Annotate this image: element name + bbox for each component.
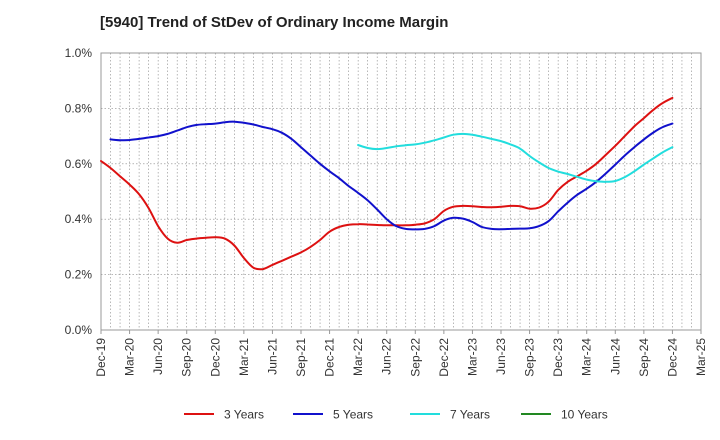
x-tick-label: Sep-24 [637, 338, 651, 377]
x-tick-label: Mar-23 [465, 338, 479, 376]
y-tick-label: 0.2% [65, 268, 93, 282]
axis-layer: 0.0% 0.2% 0.4% 0.6% 0.8% 1.0% Dec-19 Mar-20 Jun-… [65, 46, 708, 377]
y-tick-label: 0.0% [65, 323, 93, 337]
series-layer [100, 96, 674, 271]
x-tick-label: Dec-19 [94, 338, 108, 377]
x-tick-label: Mar-21 [237, 338, 251, 376]
x-tick-label: Sep-23 [523, 338, 537, 377]
y-tick-label: 1.0% [65, 46, 93, 60]
legend: 3 Years 5 Years 7 Years 10 Years [184, 408, 608, 422]
x-tick-label: Jun-20 [151, 338, 165, 375]
series-line-7-years [357, 132, 674, 183]
x-tick-label: Mar-22 [351, 338, 365, 376]
x-tick-label: Mar-24 [580, 338, 594, 376]
legend-label-7-years: 7 Years [450, 408, 490, 422]
x-tick-label: Mar-20 [123, 338, 137, 376]
x-tick-label: Jun-23 [494, 338, 508, 375]
x-tick-label: Mar-25 [694, 338, 708, 376]
x-tick-label: Dec-21 [323, 338, 337, 377]
legend-label-3-years: 3 Years [224, 408, 264, 422]
x-tick-label: Dec-22 [437, 338, 451, 377]
y-tick-label: 0.8% [65, 101, 93, 115]
x-tick-label: Jun-22 [380, 338, 394, 375]
x-tick-label: Sep-21 [294, 338, 308, 377]
legend-label-10-years: 10 Years [561, 408, 608, 422]
grid-layer [101, 53, 701, 330]
chart-title: [5940] Trend of StDev of Ordinary Income… [100, 14, 449, 31]
y-tick-label: 0.4% [65, 212, 93, 226]
series-line-5-years [109, 120, 674, 231]
x-tick-label: Jun-24 [608, 338, 622, 375]
y-tick-label: 0.6% [65, 157, 93, 171]
x-tick-label: Dec-24 [665, 338, 679, 377]
x-tick-label: Jun-21 [265, 338, 279, 375]
x-tick-label: Dec-20 [208, 338, 222, 377]
x-tick-label: Sep-22 [408, 338, 422, 377]
x-tick-label: Dec-23 [551, 338, 565, 377]
plot-area [100, 52, 702, 331]
legend-label-5-years: 5 Years [333, 408, 373, 422]
x-tick-label: Sep-20 [180, 338, 194, 377]
